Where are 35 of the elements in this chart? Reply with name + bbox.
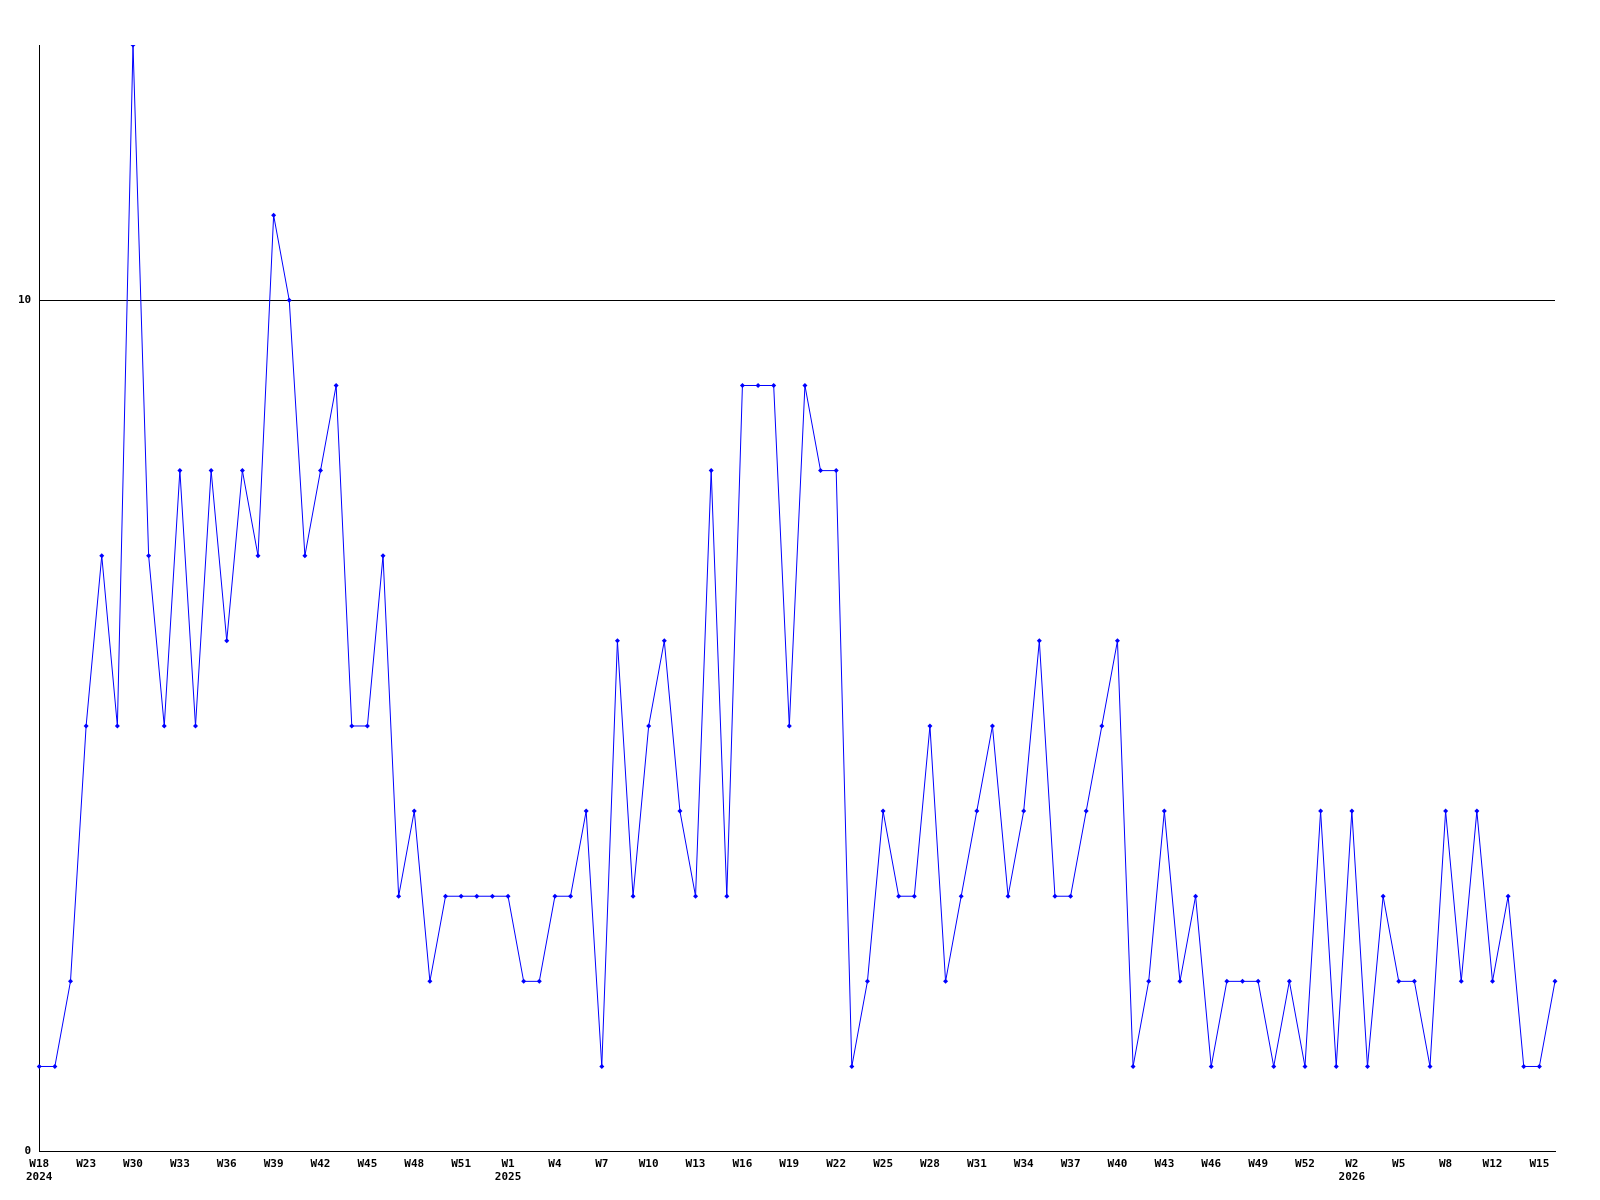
x-tick-label: W40 (1107, 1157, 1128, 1171)
x-tick-label: W10 (638, 1157, 659, 1171)
x-tick-label: W34 (1013, 1157, 1035, 1171)
x-tick-label: W48 (404, 1157, 425, 1171)
x-tick-label: W33 (169, 1157, 190, 1171)
x-tick-label: W37 (1060, 1157, 1081, 1171)
x-tick-label: W18 2024 (26, 1157, 53, 1184)
x-tick-label: W31 (966, 1157, 988, 1171)
x-tick-label: W8 (1438, 1157, 1453, 1171)
x-tick-label: W28 (920, 1157, 940, 1171)
x-tick-label: W36 (216, 1157, 238, 1171)
x-tick-label: W23 (76, 1157, 97, 1171)
x-tick-label: W1 2025 (494, 1157, 522, 1184)
x-tick-label: W39 (263, 1157, 284, 1171)
y-tick-label: 10 (18, 293, 32, 307)
x-tick-label: W52 (1295, 1157, 1315, 1171)
x-tick-label: W25 (873, 1157, 893, 1171)
x-tick-label: W46 (1201, 1157, 1222, 1171)
x-tick-label: W19 (779, 1157, 800, 1171)
x-tick-label: W43 (1154, 1157, 1175, 1171)
x-tick-label: W7 (595, 1157, 609, 1171)
x-tick-label: W42 (310, 1157, 331, 1171)
x-tick-label: W45 (357, 1157, 378, 1171)
x-tick-label: W5 (1392, 1157, 1406, 1171)
x-tick-label: W51 (451, 1157, 472, 1171)
y-tick-label: 0 (24, 1144, 32, 1158)
x-tick-label: W49 (1248, 1157, 1269, 1171)
x-tick-label: W30 (123, 1157, 143, 1171)
x-tick-label: W13 (685, 1157, 706, 1171)
x-tick-label: W15 (1529, 1157, 1550, 1171)
x-tick-label: W12 (1482, 1157, 1503, 1171)
x-tick-label: W22 (826, 1157, 847, 1171)
x-tick-label: W16 (732, 1157, 753, 1171)
x-tick-label: W2 2026 (1338, 1157, 1366, 1184)
x-tick-label: W4 (548, 1157, 562, 1171)
